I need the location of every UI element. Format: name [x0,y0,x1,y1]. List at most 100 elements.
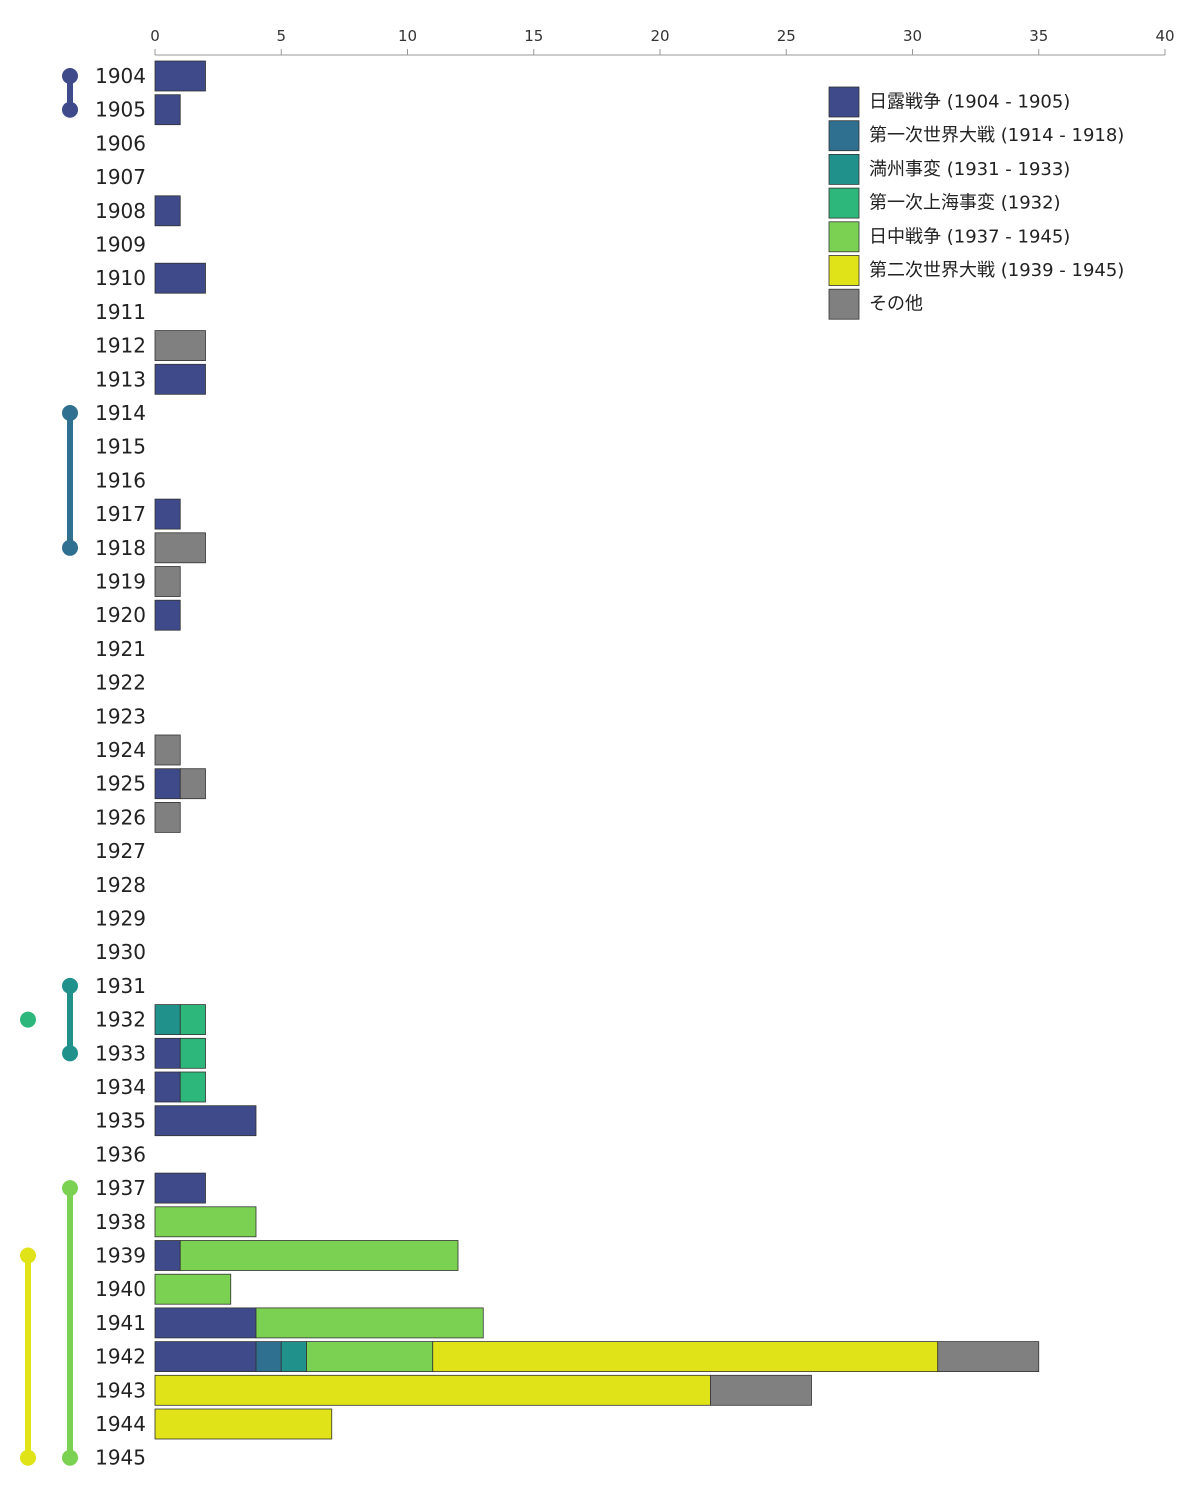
year-label: 1928 [95,873,146,897]
year-label: 1908 [95,199,146,223]
bar-segment [154,1408,333,1440]
year-label: 1925 [95,772,146,796]
bar-segment [280,1341,307,1372]
year-label: 1911 [95,300,146,324]
year-label: 1929 [95,907,146,931]
year-label: 1909 [95,233,146,257]
year-label: 1932 [95,1008,146,1032]
legend-label: 日露戦争 (1904 - 1905) [869,92,1070,113]
legend-swatch [828,153,860,185]
x-tick-label: 20 [650,27,669,45]
period-start-dot [20,1247,36,1264]
bar-segment [154,94,181,126]
legend-label: 満州事変 (1931 - 1933) [869,159,1070,180]
year-labels: 1904 1905 1906 1907 1908 1909 1910 1911 1912 1913… [95,64,146,1470]
period-start-dot [62,68,78,84]
bar-segment [179,1240,459,1271]
bar-segment [154,768,181,800]
year-label: 1907 [95,165,146,189]
period-start-dot [62,977,78,994]
bar-segment [154,1206,257,1238]
year-label: 1904 [95,64,146,88]
period-end-dot [62,1045,78,1062]
year-label: 1905 [95,98,146,122]
legend-label: 第一次世界大戦 (1914 - 1918) [869,125,1124,146]
year-label: 1936 [95,1142,146,1166]
bar-segment [154,60,206,92]
x-tick-label: 15 [524,27,543,45]
bar-segment [179,1004,206,1035]
year-label: 1918 [95,536,146,560]
year-label: 1945 [95,1446,146,1470]
bar-segment [154,734,181,766]
legend-label: 第二次世界大戦 (1939 - 1945) [869,260,1124,281]
bar-segment [154,1273,232,1305]
year-label: 1923 [95,704,146,728]
bar-segment [255,1341,282,1372]
bar-segment [154,599,181,631]
year-label: 1938 [95,1210,146,1234]
bar-segment [937,1341,1040,1372]
bar-segment [154,498,181,530]
year-label: 1926 [95,805,146,829]
year-label: 1917 [95,502,146,526]
year-label: 1933 [95,1041,146,1065]
bar-segment [154,330,206,362]
bar-segment [154,802,181,833]
year-label: 1942 [95,1345,146,1369]
legend-label: 日中戦争 (1937 - 1945) [869,226,1070,247]
bar-segment [154,1105,257,1137]
x-tick-label: 5 [276,27,286,45]
year-label: 1922 [95,671,146,695]
bar-segment [154,1374,711,1406]
bar-segment [154,363,206,395]
x-tick-label: 10 [398,27,417,45]
year-label: 1916 [95,468,146,492]
bar-segment [154,532,206,564]
legend-label: 第一次上海事変 (1932) [869,193,1061,214]
year-label: 1919 [95,570,146,594]
legend-swatch [828,288,860,320]
year-label: 1910 [95,266,146,290]
bar-segment [432,1341,939,1372]
year-label: 1941 [95,1311,146,1335]
year-label: 1931 [95,974,146,998]
year-label: 1935 [95,1109,146,1133]
legend-swatch [828,86,860,118]
bar-segment [154,1240,181,1271]
period-start-dot [62,1180,78,1197]
legend: 日露戦争 (1904 - 1905) 第一次世界大戦 (1914 - 1918) 満… [828,86,1124,320]
year-label: 1920 [95,603,146,627]
year-label: 1944 [95,1412,146,1436]
year-label: 1943 [95,1378,146,1402]
legend-swatch [828,187,860,219]
year-label: 1913 [95,367,146,391]
x-tick-label: 30 [903,27,922,45]
year-label: 1934 [95,1075,146,1099]
year-label: 1927 [95,839,146,863]
year-label: 1914 [95,401,146,425]
bar-segment [179,768,206,800]
bar-segment [154,1307,257,1339]
x-tick-label: 25 [777,27,796,45]
year-label: 1930 [95,940,146,964]
bars [154,60,1040,1440]
legend-swatch [828,120,860,152]
year-label: 1940 [95,1277,146,1301]
bar-segment [154,1004,181,1035]
year-label: 1924 [95,738,146,762]
bar-segment [154,1071,181,1103]
period-start-dot [62,405,78,421]
year-label: 1939 [95,1244,146,1268]
year-label: 1906 [95,131,146,155]
year-label: 1937 [95,1176,146,1200]
legend-swatch [828,255,860,286]
period-end-dot [62,539,78,556]
x-tick-label: 40 [1155,27,1174,45]
year-label: 1921 [95,637,146,661]
x-axis: 0 5 10 15 20 25 30 35 40 [150,27,1175,56]
period-end-dot [20,1449,36,1466]
bar-segment [710,1374,812,1406]
bar-segment [154,1172,206,1204]
